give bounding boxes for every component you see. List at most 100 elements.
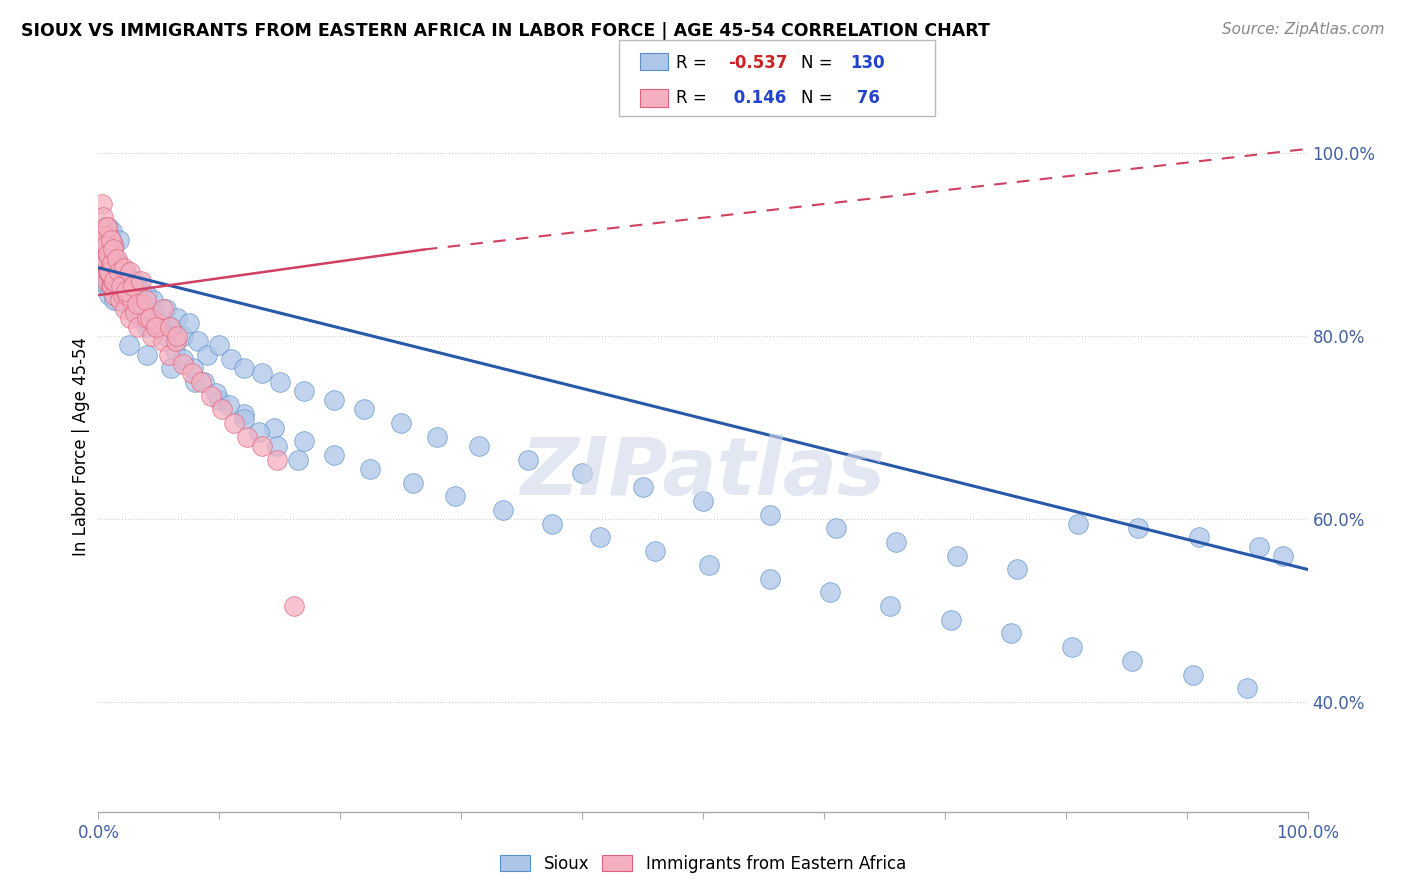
Point — [110, 275, 132, 289]
Point — [94, 219, 117, 234]
Point — [91, 247, 114, 261]
Point — [96, 219, 118, 234]
Point — [1060, 640, 1083, 655]
Point — [157, 348, 180, 362]
Text: N =: N = — [801, 54, 838, 71]
Point — [93, 265, 115, 279]
Point — [250, 439, 273, 453]
Point — [139, 311, 162, 326]
Point — [135, 288, 157, 302]
Point — [115, 265, 138, 279]
Point — [187, 334, 209, 348]
Point — [94, 256, 117, 270]
Point — [91, 252, 114, 266]
Point — [105, 256, 128, 270]
Point — [100, 233, 122, 247]
Point — [121, 293, 143, 307]
Text: -0.537: -0.537 — [728, 54, 787, 71]
Point — [492, 503, 515, 517]
Point — [644, 544, 666, 558]
Point — [165, 334, 187, 348]
Point — [353, 402, 375, 417]
Point — [287, 452, 309, 467]
Point — [101, 275, 124, 289]
Point — [105, 265, 128, 279]
Point — [818, 585, 841, 599]
Text: 0.146: 0.146 — [728, 89, 786, 107]
Point — [108, 293, 131, 307]
Point — [135, 320, 157, 334]
Point — [1121, 654, 1143, 668]
Point — [107, 284, 129, 298]
Point — [105, 293, 128, 307]
Point — [389, 416, 412, 430]
Point — [110, 288, 132, 302]
Point — [152, 334, 174, 348]
Point — [124, 275, 146, 289]
Point — [589, 530, 612, 544]
Point — [132, 301, 155, 316]
Point — [208, 393, 231, 408]
Point — [232, 411, 254, 425]
Point — [141, 329, 163, 343]
Point — [101, 256, 124, 270]
Point — [135, 348, 157, 362]
Point — [112, 275, 135, 289]
Text: ZIPatlas: ZIPatlas — [520, 434, 886, 512]
Point — [181, 361, 204, 376]
Point — [96, 238, 118, 252]
Point — [110, 279, 132, 293]
Point — [100, 279, 122, 293]
Point — [135, 293, 157, 307]
Point — [200, 389, 222, 403]
Point — [193, 375, 215, 389]
Point — [232, 407, 254, 421]
Point — [145, 316, 167, 330]
Point — [103, 288, 125, 302]
Point — [692, 494, 714, 508]
Point — [93, 228, 115, 243]
Point — [100, 269, 122, 284]
Point — [107, 279, 129, 293]
Point — [122, 301, 145, 316]
Point — [94, 233, 117, 247]
Point — [150, 320, 173, 334]
Point — [211, 402, 233, 417]
Point — [114, 293, 136, 307]
Point — [131, 297, 153, 311]
Point — [127, 288, 149, 302]
Point — [127, 320, 149, 334]
Point — [292, 434, 315, 449]
Point — [91, 196, 114, 211]
Point — [886, 535, 908, 549]
Point — [236, 430, 259, 444]
Point — [118, 311, 141, 326]
Point — [100, 279, 122, 293]
Point — [118, 275, 141, 289]
Point — [232, 361, 254, 376]
Point — [112, 269, 135, 284]
Point — [283, 599, 305, 613]
Point — [120, 297, 142, 311]
Point — [124, 306, 146, 320]
Point — [100, 284, 122, 298]
Point — [98, 238, 121, 252]
Point — [98, 265, 121, 279]
Point — [129, 275, 152, 289]
Point — [98, 288, 121, 302]
Point — [266, 439, 288, 453]
Point — [97, 219, 120, 234]
Point — [758, 508, 780, 522]
Point — [163, 343, 186, 357]
Point — [221, 352, 243, 367]
Point — [118, 288, 141, 302]
Point — [103, 275, 125, 289]
Point — [180, 366, 202, 380]
Point — [98, 275, 121, 289]
Point — [402, 475, 425, 490]
Point — [118, 265, 141, 279]
Text: R =: R = — [676, 89, 713, 107]
Point — [263, 421, 285, 435]
Point — [468, 439, 491, 453]
Point — [104, 252, 127, 266]
